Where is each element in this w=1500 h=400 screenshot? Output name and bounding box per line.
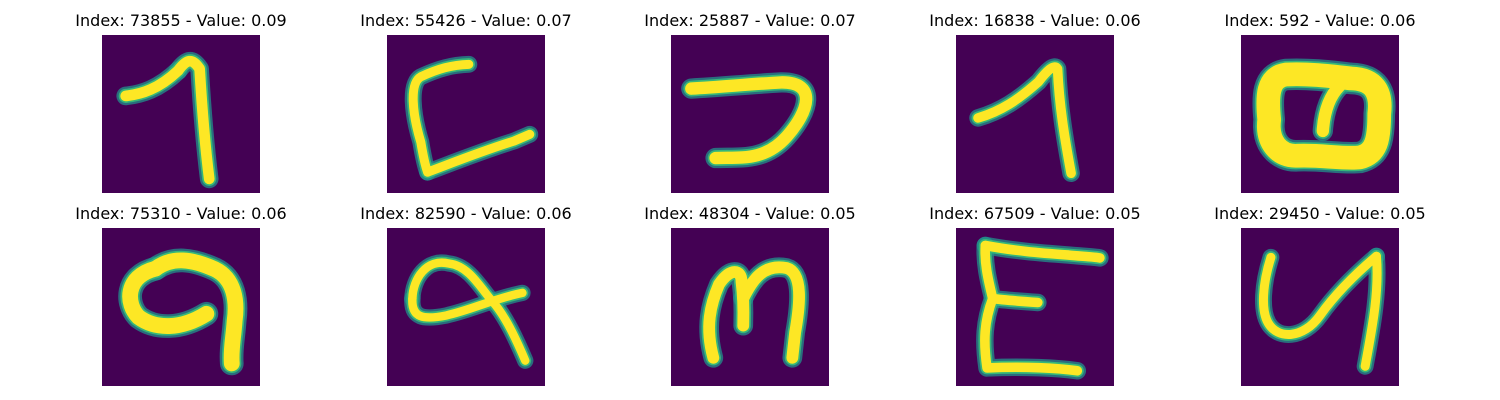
stroke-core	[980, 293, 1083, 376]
stroke-core	[1360, 251, 1382, 371]
stroke-core	[1316, 79, 1346, 138]
stroke-core	[980, 240, 1105, 263]
digit-image-reversed-c	[671, 35, 829, 193]
digit-image-nine	[102, 228, 260, 386]
image-panel-10	[1241, 228, 1399, 386]
panel-title: Index: 67509 - Value: 0.05	[929, 204, 1141, 223]
digit-image-seven	[102, 35, 260, 193]
image-panel-3	[671, 35, 829, 193]
digit-image-letter-u	[1241, 228, 1399, 386]
stroke-core	[408, 258, 530, 365]
digit-image-alpha-loop	[387, 228, 545, 386]
image-panel-6	[102, 228, 260, 386]
image-panel-5	[1241, 35, 1399, 193]
stroke-core	[1258, 251, 1381, 340]
image-panel-8	[671, 228, 829, 386]
panel-title: Index: 75310 - Value: 0.06	[75, 204, 287, 223]
stroke-core	[408, 59, 474, 177]
stroke-core	[408, 288, 527, 322]
digit-image-double-loop	[1241, 35, 1399, 193]
panel-title: Index: 48304 - Value: 0.05	[644, 204, 856, 223]
image-panel-9	[956, 228, 1114, 386]
stroke-core	[703, 266, 750, 364]
digit-image-letter-c-bracket	[387, 35, 545, 193]
image-panel-1	[102, 35, 260, 193]
panel-title: Index: 55426 - Value: 0.07	[360, 11, 572, 30]
stroke-core	[172, 55, 215, 185]
panel-title: Index: 73855 - Value: 0.09	[75, 11, 287, 30]
digit-image-letter-m	[671, 228, 829, 386]
image-panel-7	[387, 228, 545, 386]
panel-title: Index: 592 - Value: 0.06	[1224, 11, 1416, 30]
stroke-core	[122, 260, 215, 334]
image-panel-4	[956, 35, 1114, 193]
panel-title: Index: 16838 - Value: 0.06	[929, 11, 1141, 30]
digit-image-letter-e	[956, 228, 1114, 386]
stroke-core	[147, 252, 244, 372]
image-panel-2	[387, 35, 545, 193]
panel-title: Index: 25887 - Value: 0.07	[644, 11, 856, 30]
stroke-core	[973, 62, 1076, 179]
stroke-core	[737, 261, 805, 364]
stroke-core	[423, 129, 535, 177]
stroke-core	[1256, 62, 1392, 170]
stroke-core	[120, 65, 184, 102]
panel-title: Index: 29450 - Value: 0.05	[1214, 204, 1426, 223]
panel-title: Index: 82590 - Value: 0.06	[360, 204, 572, 223]
stroke-core	[685, 76, 813, 165]
digit-image-one	[956, 35, 1114, 193]
